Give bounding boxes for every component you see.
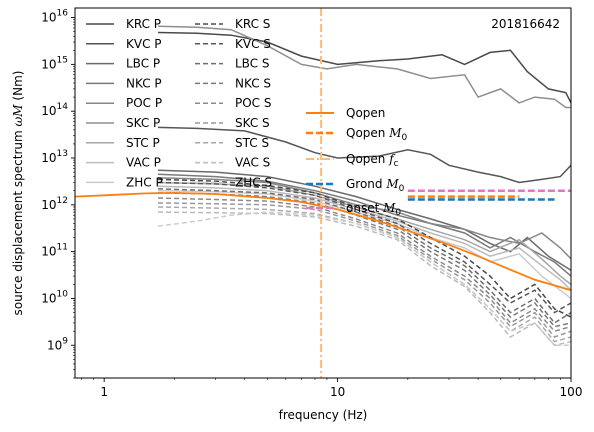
x-tick-label: 1	[100, 385, 108, 399]
x-tick-label: 100	[560, 385, 583, 399]
legend-label-skc-p: SKC P	[126, 116, 160, 130]
series-line-nkc-s	[157, 192, 571, 328]
series-line-lbc-s	[157, 188, 571, 324]
legend-label-nkc-p: NKC P	[126, 76, 162, 90]
legend-label-zhc-s: ZHC S	[235, 175, 272, 189]
legend: KRC P KVC P LBC P NKC P POC P SKC P STC P VAC P…	[86, 17, 408, 218]
y-tick-label: 1012	[41, 196, 68, 212]
series-line-krc-p	[157, 31, 571, 104]
y-tick-label: 1011	[41, 243, 68, 259]
x-tick-label: 10	[330, 385, 345, 399]
legend-label-skc-s: SKC S	[235, 116, 270, 130]
y-axis-title: source displacement spectrum ωM (Nm)	[11, 71, 25, 316]
legend-label-qopen-fc: Qopen fc	[346, 152, 399, 169]
legend-label-vac-s: VAC S	[235, 156, 270, 170]
y-tick-label: 1013	[41, 149, 68, 165]
series-line-kvc-p	[157, 126, 571, 184]
legend-label-krc-p: KRC P	[126, 17, 161, 31]
y-tick-label: 109	[47, 336, 68, 352]
series-line-kvc-s	[157, 181, 571, 314]
x-axis: 1 10 100	[81, 378, 583, 399]
series-line-krc-s	[157, 178, 571, 318]
legend-label-grond-m0: Grond M0	[346, 177, 405, 194]
reference-lines	[320, 8, 571, 378]
legend-label-stc-p: STC P	[126, 136, 160, 150]
legend-label-lbc-s: LBC S	[235, 57, 270, 71]
legend-label-nkc-s: NKC S	[235, 76, 271, 90]
legend-label-qopen-m0: Qopen M0	[346, 126, 408, 143]
legend-label-poc-p: POC P	[126, 96, 162, 110]
series-line-vac-p	[157, 185, 571, 291]
y-tick-label: 1014	[41, 102, 68, 118]
legend-label-stc-s: STC S	[235, 136, 269, 150]
y-tick-label: 1015	[41, 55, 68, 71]
legend-label-onset-m0: onset M0	[346, 201, 401, 218]
series-line-poc-s	[157, 197, 571, 333]
series-line-skc-p	[157, 25, 571, 109]
series-line-qopen	[75, 191, 571, 292]
y-tick-label: 1010	[41, 289, 68, 305]
series-line-zhc-s	[157, 211, 571, 347]
legend-label-qopen: Qopen	[346, 106, 385, 120]
y-axis: 109 1010 1011 1012 1013 1014 1015 1016	[41, 9, 75, 379]
series-line-stc-p	[157, 181, 571, 285]
legend-label-kvc-p: KVC P	[126, 37, 162, 51]
series-line-lbc-p	[157, 169, 571, 271]
x-axis-title: frequency (Hz)	[279, 408, 368, 422]
legend-label-lbc-p: LBC P	[126, 57, 160, 71]
series-layer	[75, 25, 571, 347]
legend-label-vac-p: VAC P	[126, 156, 161, 170]
series-line-poc-p	[157, 176, 571, 260]
plot-frame	[74, 7, 572, 379]
series-line-skc-s	[157, 202, 571, 338]
event-id-label: 201816642	[491, 17, 560, 31]
series-line-vac-s	[157, 211, 571, 347]
legend-label-kvc-s: KVC S	[235, 37, 271, 51]
legend-label-krc-s: KRC S	[235, 17, 270, 31]
legend-label-poc-s: POC S	[235, 96, 272, 110]
legend-label-zhc-p: ZHC P	[126, 175, 163, 189]
y-tick-label: 1016	[41, 9, 68, 25]
